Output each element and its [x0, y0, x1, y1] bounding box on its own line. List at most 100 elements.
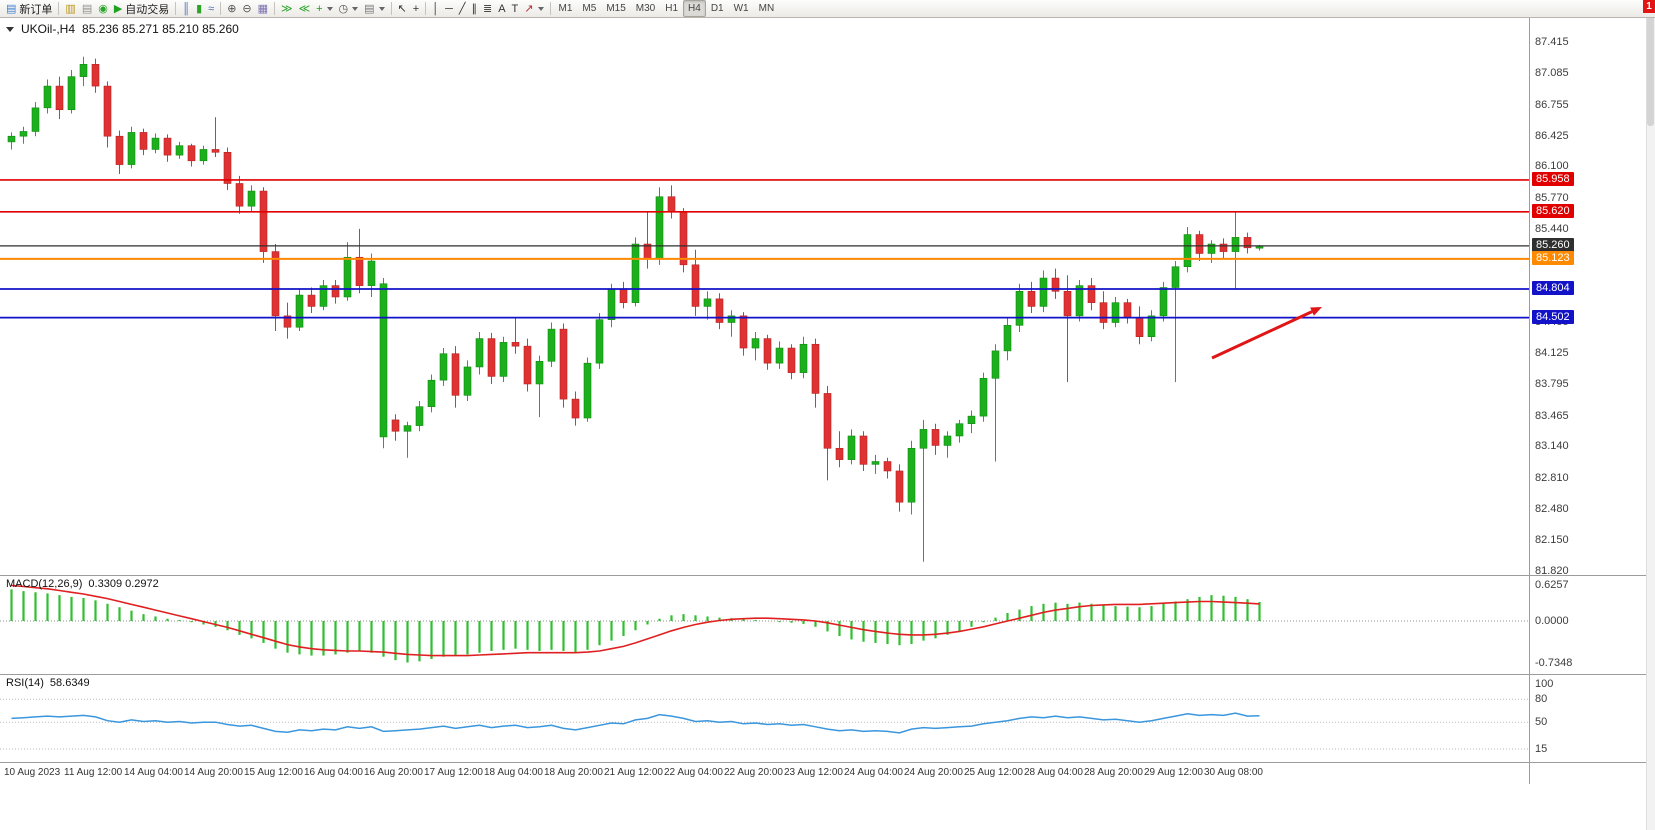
vertical-scrollbar[interactable] — [1646, 0, 1655, 830]
toolbar-separator — [58, 2, 60, 15]
indicators-add-button[interactable]: + — [313, 1, 335, 17]
price-badge: 85.958 — [1532, 171, 1574, 186]
zoom-out-icon[interactable]: ⊖ — [239, 1, 254, 17]
rsi-panel[interactable]: RSI(14) 58.6349 — [0, 674, 1529, 762]
time-label: 15 Aug 12:00 — [244, 767, 303, 778]
line-chart-type-icon[interactable]: ≈ — [205, 1, 217, 17]
timeframe-m1[interactable]: M1 — [558, 3, 573, 14]
notification-badge-corner[interactable]: 1 — [1643, 0, 1655, 13]
price-badge: 84.502 — [1532, 309, 1574, 324]
new-order-button[interactable]: ▤ 新订单 — [3, 1, 55, 17]
periods-clock-button[interactable]: ◷ — [336, 1, 362, 17]
price-axis-border — [1529, 18, 1530, 784]
axis-tick-label: 0.0000 — [1535, 615, 1569, 628]
text-icon[interactable]: A — [495, 1, 508, 17]
time-label: 28 Aug 04:00 — [1024, 767, 1083, 778]
alerts-sound-icon: ◉ — [98, 2, 108, 15]
time-label: 16 Aug 20:00 — [364, 767, 423, 778]
axis-tick-label: -0.7348 — [1535, 657, 1573, 670]
price-badge: 84.804 — [1532, 281, 1574, 296]
time-label: 23 Aug 12:00 — [784, 767, 843, 778]
price-axis[interactable]: 87.415 87.085 86.755 86.425 86.100 85.770 85.4… — [1530, 18, 1646, 784]
toolbar: ▤ 新订单 ▥ ▤ ◉ ▶ 自动交易 ║ ▮ ≈ ⊕ ⊖ ▦ ≫ ≪ + ◷ ▤ ↖ + │ ─ ╱ ∥ ≣ A T ↗ M1 M5 M15… — [0, 0, 1655, 18]
timeframe-w1[interactable]: W1 — [733, 3, 749, 14]
auto-scroll-icon[interactable]: ≫ — [278, 1, 296, 17]
profiles-icon: ▤ — [81, 2, 93, 15]
time-axis[interactable]: 10 Aug 2023 11 Aug 12:00 14 Aug 04:00 14 Au… — [0, 762, 1529, 784]
time-label: 22 Aug 20:00 — [724, 767, 783, 778]
alerts-sound-icon[interactable]: ◉ — [95, 1, 111, 17]
charts-window-icon[interactable]: ▥ — [62, 1, 78, 17]
time-label: 24 Aug 04:00 — [844, 767, 903, 778]
templates-button[interactable]: ▤ — [361, 1, 387, 17]
crosshair-icon[interactable]: + — [410, 1, 422, 17]
profiles-icon[interactable]: ▤ — [79, 1, 95, 17]
chart-window: UKOil-,H4 85.236 85.271 85.210 85.260 MA… — [0, 18, 1529, 784]
charts-window-icon: ▥ — [65, 2, 76, 15]
bar-chart-type-icon: ║ — [182, 2, 191, 15]
macd-panel[interactable]: MACD(12,26,9) 0.3309 0.2972 — [0, 575, 1529, 674]
timeframe-d1[interactable]: D1 — [710, 3, 724, 14]
time-label: 25 Aug 12:00 — [964, 767, 1023, 778]
chart-shift-icon[interactable]: ≪ — [296, 1, 314, 17]
time-label: 30 Aug 08:00 — [1204, 767, 1263, 778]
rsi-label: RSI(14) 58.6349 — [6, 677, 90, 689]
chevron-down-icon — [326, 6, 333, 11]
chevron-down-icon[interactable] — [6, 26, 14, 32]
macd-values: 0.3309 0.2972 — [88, 578, 159, 590]
axis-tick-label: 85.770 — [1535, 191, 1569, 204]
scrollbar-thumb[interactable] — [1647, 16, 1654, 126]
panel-separator[interactable] — [0, 575, 1646, 576]
fibonacci-icon: ≣ — [482, 2, 493, 15]
price-badge: 85.260 — [1532, 237, 1574, 252]
label-icon[interactable]: T — [509, 1, 522, 17]
zoom-in-icon[interactable]: ⊕ — [224, 1, 239, 17]
auto-trading-icon: ▶ — [113, 2, 123, 15]
templates-icon: ▤ — [364, 2, 375, 15]
new-order-button-label: 新订单 — [19, 3, 53, 16]
horizontal-line-icon: ─ — [445, 2, 453, 15]
label-icon: T — [511, 2, 519, 15]
time-label: 14 Aug 04:00 — [124, 767, 183, 778]
panel-separator[interactable] — [0, 674, 1646, 675]
indicators-add-icon: + — [316, 2, 323, 15]
bar-chart-type-icon[interactable]: ║ — [179, 1, 193, 17]
fibonacci-icon[interactable]: ≣ — [480, 1, 495, 17]
timeframe-mn[interactable]: MN — [758, 3, 775, 14]
candlestick-type-icon[interactable]: ▮ — [193, 1, 205, 17]
axis-tick-label: 100 — [1535, 678, 1554, 691]
annotation-arrow[interactable] — [1211, 307, 1322, 360]
vertical-line-icon[interactable]: │ — [429, 1, 442, 17]
cursor-icon[interactable]: ↖ — [395, 1, 410, 17]
chevron-down-icon — [378, 6, 385, 11]
trendline-icon[interactable]: ╱ — [456, 1, 469, 17]
axis-tick-label: 85.440 — [1535, 222, 1569, 235]
auto-trading-button-label: 自动交易 — [125, 3, 170, 16]
time-label: 28 Aug 20:00 — [1084, 767, 1143, 778]
tile-windows-icon[interactable]: ▦ — [255, 1, 271, 17]
timeframe-h1[interactable]: H1 — [665, 3, 679, 14]
arrows-tool-button[interactable]: ↗ — [521, 1, 546, 17]
crosshair-icon: + — [412, 2, 420, 15]
main-chart-panel[interactable]: UKOil-,H4 85.236 85.271 85.210 85.260 — [0, 18, 1529, 575]
timeframe-m5[interactable]: M5 — [582, 3, 597, 14]
toolbar-separator — [220, 2, 222, 15]
time-label: 24 Aug 20:00 — [904, 767, 963, 778]
timeframe-h4[interactable]: H4 — [683, 0, 706, 17]
channel-icon[interactable]: ∥ — [468, 1, 480, 17]
auto-trading-button[interactable]: ▶ 自动交易 — [111, 1, 172, 17]
tile-windows-icon: ▦ — [257, 2, 269, 15]
time-label: 14 Aug 20:00 — [184, 767, 243, 778]
chevron-down-icon — [537, 6, 544, 11]
axis-tick-label: 80 — [1535, 693, 1548, 706]
zoom-out-icon: ⊖ — [242, 2, 252, 15]
timeframe-m15[interactable]: M15 — [606, 3, 626, 14]
timeframe-m30[interactable]: M30 — [635, 3, 656, 14]
time-label: 10 Aug 2023 — [4, 767, 61, 778]
zoom-in-icon: ⊕ — [227, 2, 237, 15]
time-label: 11 Aug 12:00 — [64, 767, 123, 778]
axis-tick-label: 50 — [1535, 716, 1548, 729]
horizontal-line-icon[interactable]: ─ — [442, 1, 456, 17]
text-icon: A — [498, 2, 506, 15]
